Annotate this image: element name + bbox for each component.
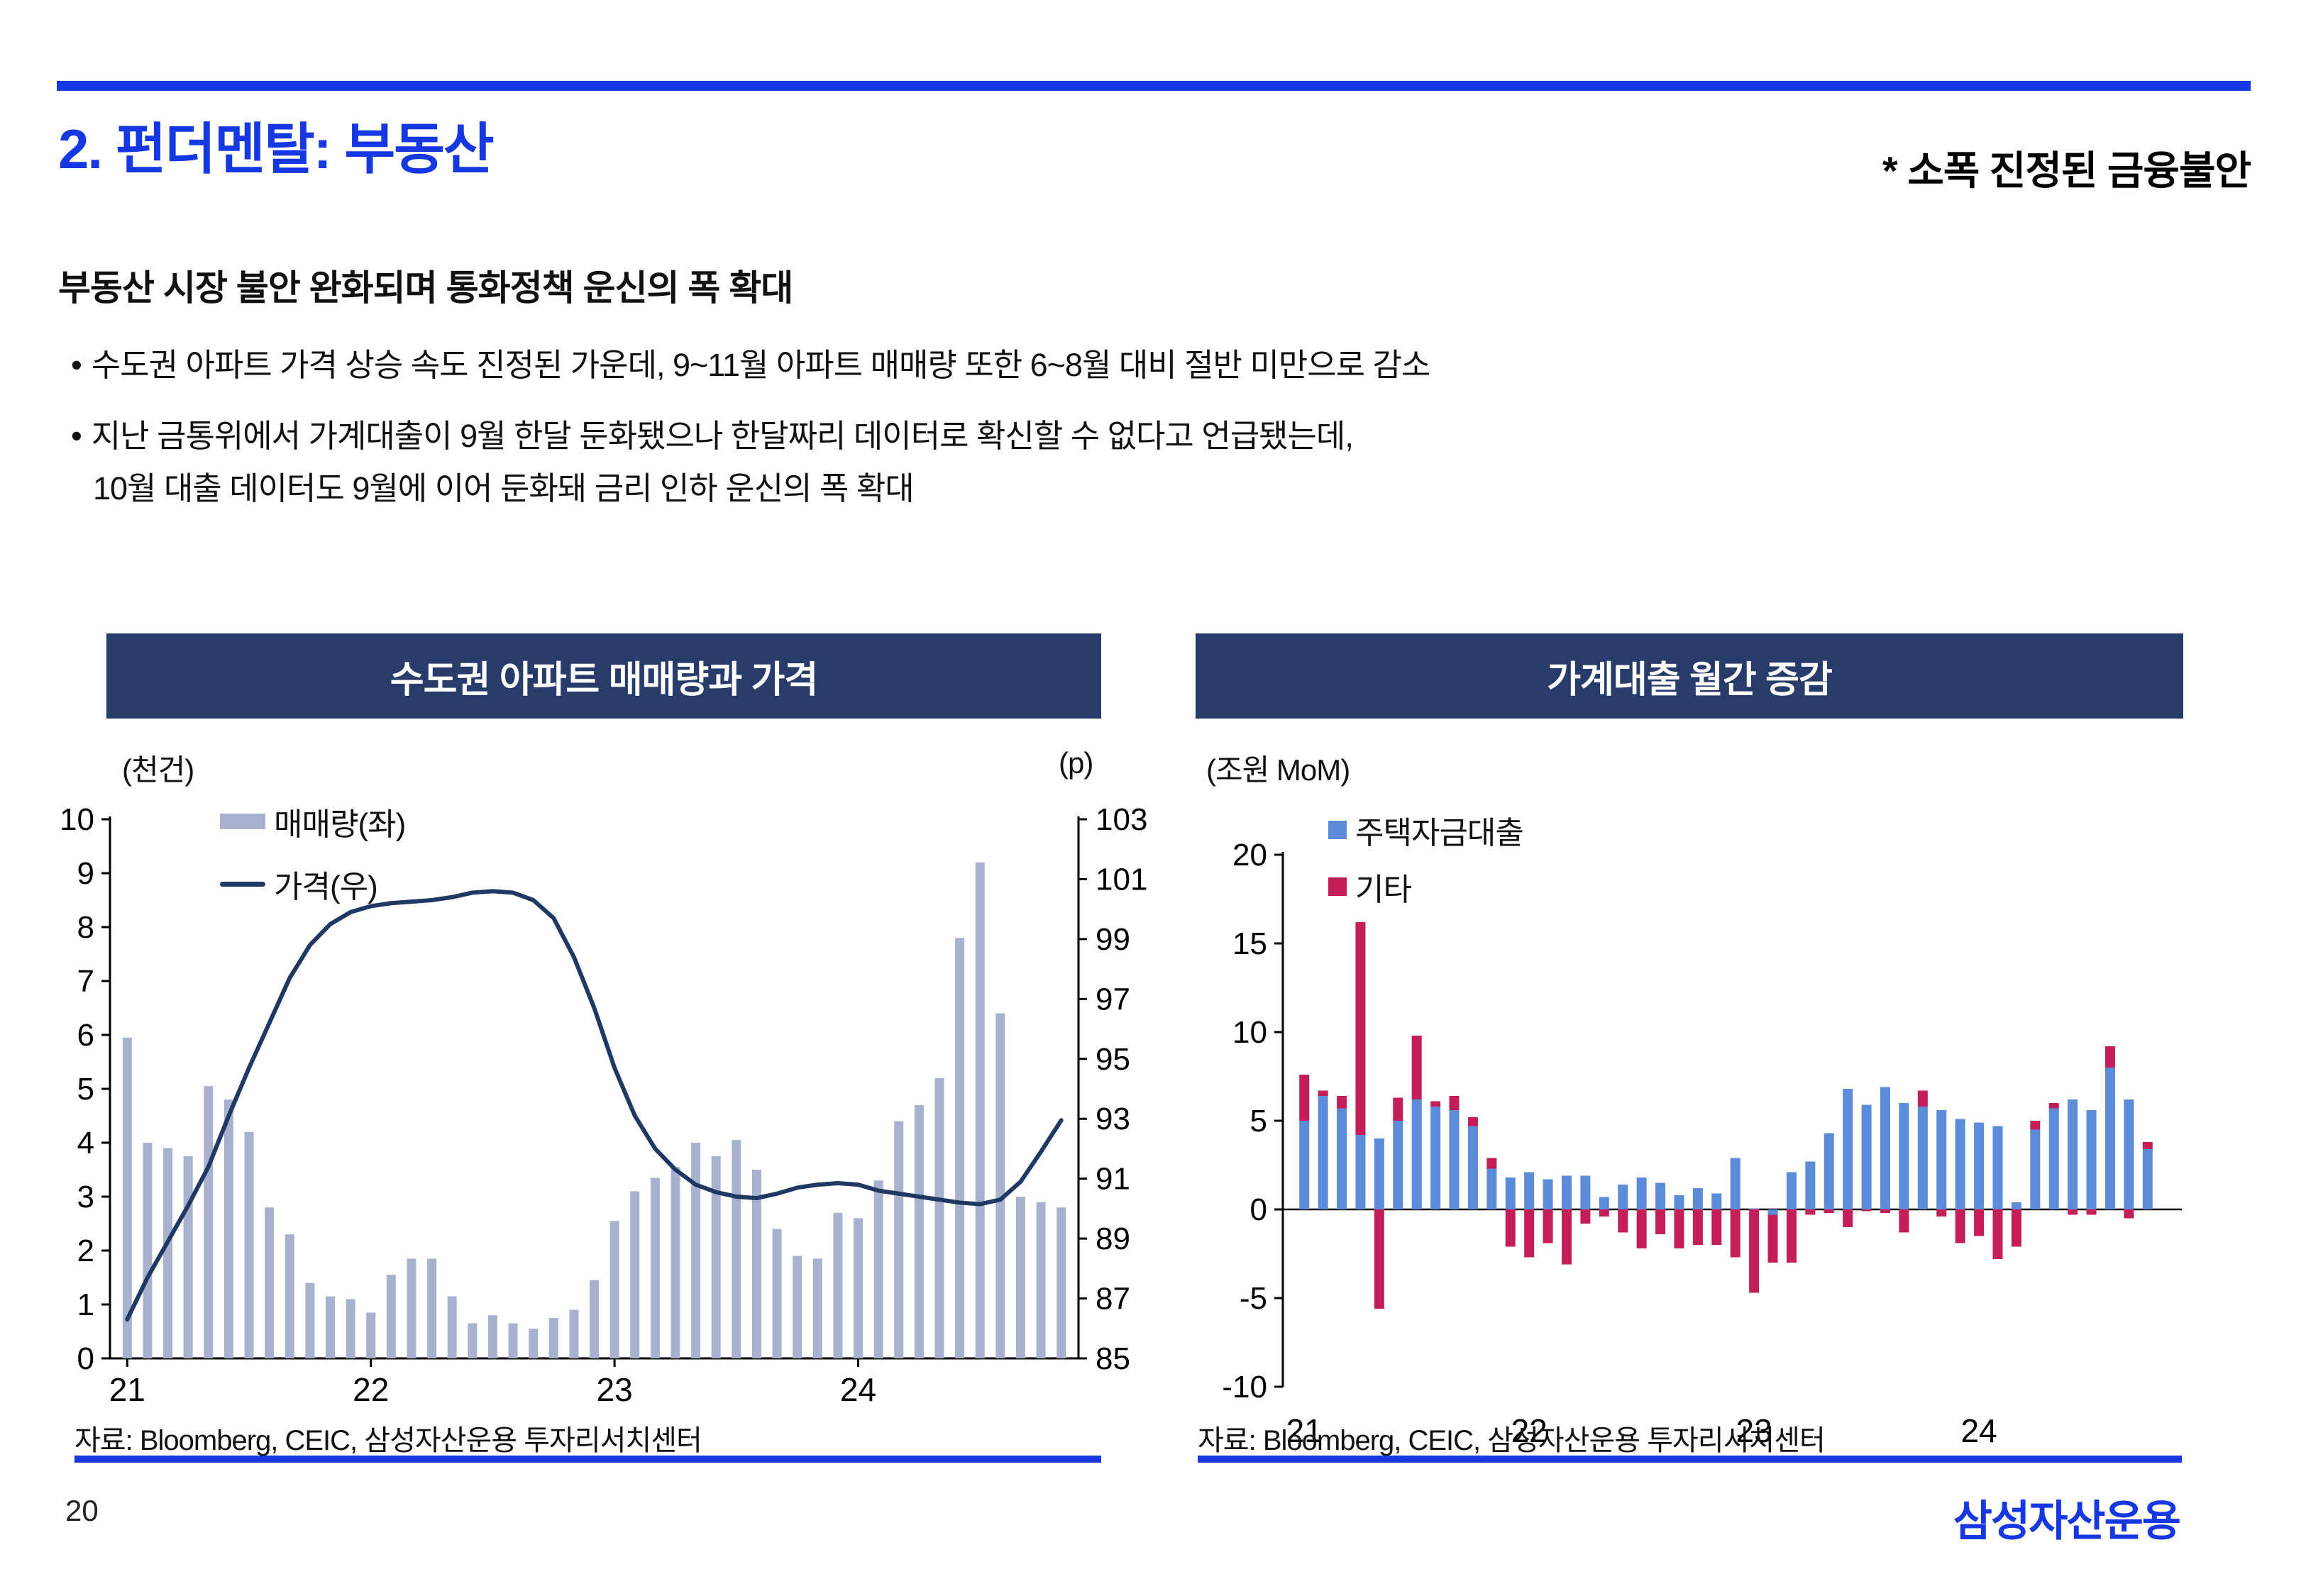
page-number: 20	[65, 1494, 99, 1527]
svg-text:0: 0	[1250, 1192, 1267, 1227]
svg-text:87: 87	[1096, 1282, 1130, 1317]
svg-text:24: 24	[840, 1371, 876, 1408]
svg-text:101: 101	[1096, 862, 1147, 897]
legend-price: 가격(우)	[220, 861, 378, 907]
legend-price-label: 가격(우)	[274, 870, 378, 904]
svg-text:103: 103	[1096, 802, 1147, 837]
other-loan-swatch	[1328, 877, 1347, 896]
svg-text:1: 1	[77, 1287, 94, 1322]
svg-text:5: 5	[77, 1072, 94, 1107]
left-chart-source: 자료: Bloomberg, CEIC, 삼성자산운용 투자리서치센터	[75, 1425, 702, 1456]
svg-text:7: 7	[77, 964, 94, 999]
bullet-2-continued: 10월 대출 데이터도 9월에 이어 둔화돼 금리 인하 운신의 폭 확대	[93, 470, 915, 506]
svg-text:9: 9	[77, 856, 94, 891]
svg-text:21: 21	[109, 1371, 145, 1408]
legend-housing-loan-label: 주택자금대출	[1355, 816, 1524, 850]
right-footer-rule	[1198, 1456, 2182, 1463]
svg-text:-5: -5	[1240, 1281, 1267, 1316]
legend-housing-loan: 주택자금대출	[1328, 807, 1524, 853]
household-loan-chart: -10 -5 0 5 10 15 20 21 22 23 24	[1222, 838, 2182, 1449]
left-chart-title: 수도권 아파트 매매량과 가격	[106, 633, 1101, 719]
company-logo: 삼성자산운용	[1953, 1497, 2181, 1545]
bullet-marker: •	[71, 347, 82, 383]
svg-text:-10: -10	[1222, 1370, 1267, 1404]
right-chart-title: 가계대출 월간 증감	[1196, 633, 2183, 719]
svg-text:4: 4	[77, 1126, 94, 1160]
svg-text:23: 23	[1736, 1412, 1772, 1449]
left-footer-rule	[75, 1456, 1101, 1463]
legend-other-loan-label: 기타	[1355, 872, 1412, 907]
bullet-1: • 수도권 아파트 가격 상승 속도 진정된 가운데, 9~11월 아파트 매매량…	[71, 339, 1430, 385]
svg-text:22: 22	[1511, 1412, 1548, 1449]
section-heading: 부동산 시장 불안 완화되며 통화정책 운신의 폭 확대	[58, 268, 793, 308]
bullet-2-text: 지난 금통위에서 가계대출이 9월 한달 둔화됐으나 한달짜리 데이터로 확신할…	[91, 418, 1354, 454]
svg-text:85: 85	[1096, 1341, 1130, 1376]
legend-volume: 매매량(좌)	[220, 799, 406, 844]
svg-text:91: 91	[1096, 1162, 1130, 1197]
right-chart-source: 자료: Bloomberg, CEIC, 삼성자산운용 투자리서치센터	[1198, 1425, 1826, 1456]
bullet-2: • 지난 금통위에서 가계대출이 9월 한달 둔화됐으나 한달짜리 데이터로 확신…	[71, 410, 1354, 456]
svg-text:5: 5	[1250, 1104, 1267, 1138]
svg-text:0: 0	[77, 1341, 94, 1376]
left-chart-left-axis-unit: (천건)	[122, 753, 194, 787]
svg-text:3: 3	[77, 1180, 94, 1214]
volume-bar-swatch	[220, 814, 265, 829]
svg-text:2: 2	[77, 1234, 94, 1268]
svg-text:10: 10	[60, 802, 94, 837]
bullet-marker: •	[71, 418, 82, 454]
svg-text:15: 15	[1232, 926, 1267, 961]
svg-text:99: 99	[1096, 922, 1130, 957]
top-accent-rule	[57, 81, 2251, 91]
svg-text:89: 89	[1096, 1221, 1130, 1256]
svg-text:8: 8	[77, 910, 94, 945]
svg-text:24: 24	[1960, 1412, 1997, 1449]
left-chart-right-axis-unit: (p)	[1059, 746, 1093, 780]
page-subtitle: * 소폭 진정된 금융불안	[1882, 148, 2251, 193]
svg-text:97: 97	[1096, 982, 1130, 1016]
price-line-swatch	[220, 881, 265, 887]
svg-text:22: 22	[353, 1371, 389, 1408]
svg-text:10: 10	[1232, 1015, 1267, 1050]
svg-text:93: 93	[1096, 1102, 1130, 1136]
right-chart-axis-unit: (조원 MoM)	[1206, 753, 1350, 787]
legend-other-loan: 기타	[1328, 864, 1412, 909]
legend-volume-label: 매매량(좌)	[274, 807, 406, 842]
page-title: 2. 펀더멘탈: 부동산	[58, 118, 495, 180]
svg-text:23: 23	[597, 1371, 633, 1408]
svg-text:6: 6	[77, 1018, 94, 1053]
svg-text:95: 95	[1096, 1042, 1130, 1077]
housing-loan-swatch	[1328, 821, 1347, 839]
svg-text:20: 20	[1232, 838, 1267, 872]
svg-text:21: 21	[1286, 1412, 1323, 1449]
bullet-1-text: 수도권 아파트 가격 상승 속도 진정된 가운데, 9~11월 아파트 매매량 …	[91, 347, 1431, 383]
